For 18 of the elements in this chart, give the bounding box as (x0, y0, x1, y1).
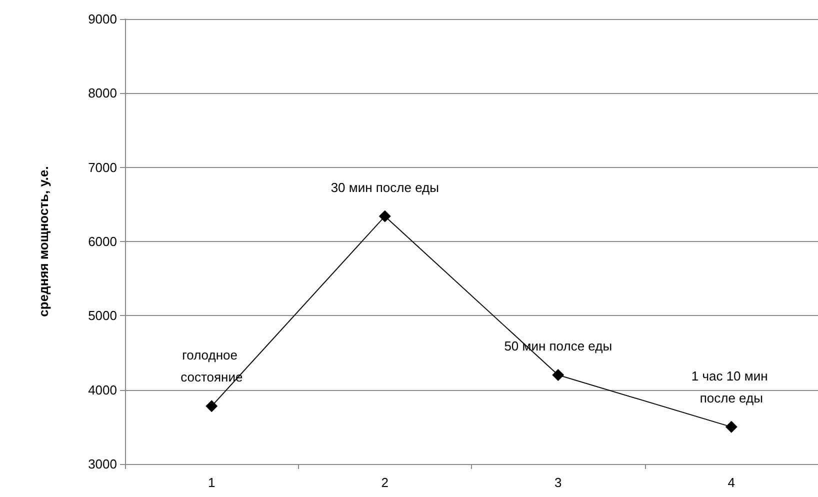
y-tick-label: 9000 (88, 12, 117, 26)
y-tick-label: 6000 (88, 234, 117, 249)
point (206, 400, 218, 412)
annotation: 30 мин после еды (330, 180, 439, 195)
y-tick-label: 4000 (88, 382, 117, 398)
x-tick-label: 2 (381, 475, 388, 490)
x-tick-label: 1 (208, 475, 216, 490)
y-tick-label: 7000 (88, 160, 117, 175)
y-axis-title: средняя мощность, у.е. (36, 166, 51, 317)
y-tick-label: 5000 (88, 308, 117, 324)
x-tick-label: 3 (554, 475, 562, 490)
annotation: 1 час 10 мин после еды (691, 368, 772, 406)
x-tick-label: 4 (728, 475, 735, 490)
y-tick-label: 8000 (88, 86, 117, 101)
point (552, 369, 564, 381)
y-tick-label: 3000 (88, 456, 117, 472)
point (378, 210, 391, 222)
point (725, 420, 738, 433)
